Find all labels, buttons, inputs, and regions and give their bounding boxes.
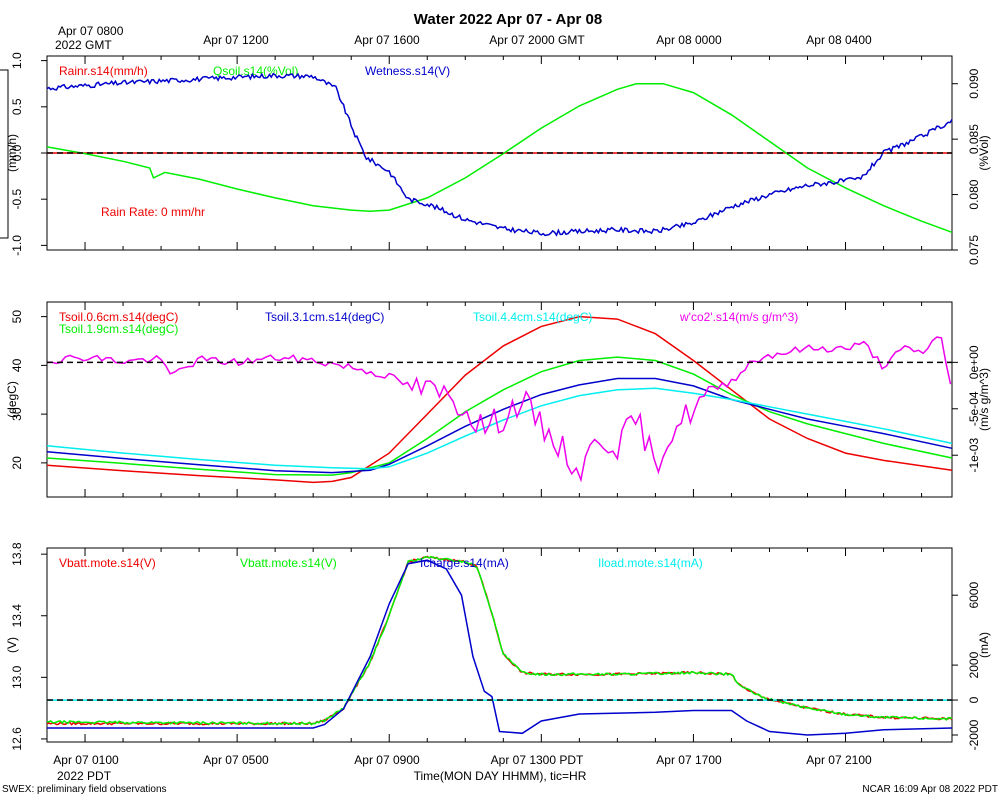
y-axis-title-right: (m/s g/m^3) [977, 368, 991, 431]
bottom-axis-label: Apr 07 0900 [354, 753, 420, 767]
series-line-green [46, 555, 953, 726]
battery-panel: 13.8 13.4 13.0 12.6 6000 2000 0 -2000 (V) (mA) Vba… [5, 542, 991, 750]
series-line-blue [47, 559, 953, 736]
legend-entry: Qsoil.s14(%Vol) [213, 64, 298, 78]
series-line-green [46, 356, 953, 476]
bottom-axis-label: Apr 07 1700 [656, 753, 722, 767]
top-axis-first-label: Apr 07 0800 [58, 24, 124, 38]
y-tick-label-right: 0.085 [967, 124, 981, 154]
x-axis-title: Time(MON DAY HHMM), tic=HR [414, 769, 587, 783]
legend-entry: Iload.mote.s14(mA) [598, 556, 703, 570]
y-tick-label-left: 30 [10, 407, 24, 421]
top-axis-first-year: 2022 GMT [55, 38, 112, 52]
y-axis-title-left: (mm/h) [5, 134, 19, 172]
y-axis-title-left: (degC) [5, 381, 19, 418]
top-axis-label: Apr 07 1200 [203, 33, 269, 47]
series-line-magenta [46, 336, 952, 483]
top-axis-label: Apr 08 0400 [806, 33, 872, 47]
legend-entry: Rainr.s14(mm/h) [59, 64, 148, 78]
y-tick-label-left: 13.8 [10, 542, 24, 566]
top-axis-label: Apr 07 2000 GMT [489, 33, 585, 47]
y-tick-label-right: 0.090 [967, 68, 981, 98]
series-line-green [46, 82, 953, 234]
y-tick-label-right: 0.080 [967, 179, 981, 209]
y-tick-label-right: 0.075 [967, 235, 981, 265]
top-axis-label: Apr 08 0000 [656, 33, 722, 47]
y-tick-label-right: -5e-04 [967, 391, 981, 426]
y-tick-label-left: 40 [10, 358, 24, 372]
bottom-axis-label: Apr 07 1300 PDT [491, 753, 584, 767]
y-axis-title-right: (%Vol) [977, 135, 991, 170]
bottom-axis-label: Apr 07 0100 [53, 753, 119, 767]
plot-frame [46, 547, 953, 743]
legend-bracket [0, 69, 9, 239]
plot-frame [46, 301, 953, 498]
y-tick-label-left: 20 [10, 456, 24, 470]
bottom-axis-label: Apr 07 2100 [806, 753, 872, 767]
series-line-red [46, 315, 953, 484]
y-tick-label-left: 0.0 [10, 144, 24, 161]
water-panel: 1.0 0.5 0.0 -0.5 -1.0 0.090 0.085 0.080 0.075 (mm… [5, 52, 991, 265]
y-tick-label-left: -1.0 [10, 235, 24, 256]
top-axis-label: Apr 07 1600 [354, 33, 420, 47]
y-tick-label-right: 0 [967, 696, 981, 703]
legend-entry: Vbatt.mote.s14(V) [59, 556, 156, 570]
series-line-blue [46, 72, 953, 237]
y-tick-label-left: 13.0 [10, 665, 24, 689]
legend-entry: Tsoil.3.1cm.s14(degC) [265, 310, 384, 324]
y-tick-label-right: -2000 [967, 719, 981, 750]
y-tick-label-right: 2000 [967, 651, 981, 678]
y-tick-label-right: -1e-03 [967, 438, 981, 473]
y-axis-title-right: (mA) [977, 632, 991, 658]
legend-entry: Icharge.s14(mA) [420, 556, 509, 570]
bottom-axis-label: Apr 07 0500 [203, 753, 269, 767]
rain-rate-annotation: Rain Rate: 0 mm/hr [101, 205, 205, 219]
y-tick-label-left: 50 [10, 310, 24, 324]
y-tick-label-left: -0.5 [10, 189, 24, 210]
legend-entry: Vbatt.mote.s14(V) [240, 556, 337, 570]
y-tick-label-left: 12.6 [10, 727, 24, 751]
series-line-blue [46, 377, 953, 474]
bottom-axis-year: 2022 PDT [57, 769, 112, 783]
y-tick-label-right: 0e+00 [967, 345, 981, 379]
legend-entry: Tsoil.4.4cm.s14(degC) [473, 310, 592, 324]
footer-left: SWEX: preliminary field observations [2, 784, 167, 795]
legend-entry: Wetness.s14(V) [365, 64, 450, 78]
legend-entry: Tsoil.0.6cm.s14(degC) [59, 310, 178, 324]
y-tick-label-left: 13.4 [10, 604, 24, 628]
legend-entry: w'co2'.s14(m/s g/m^3) [679, 310, 798, 324]
legend-entry: Tsoil.1.9cm.s14(degC) [59, 322, 178, 336]
series-line-cyan [46, 387, 953, 470]
y-tick-label-left: 0.5 [10, 98, 24, 115]
soil-temperature-panel: 50 40 30 20 0e+00 -5e-04 -1e-03 (degC) (m/s g/m^… [5, 301, 991, 498]
chart-title: Water 2022 Apr 07 - Apr 08 [414, 11, 602, 28]
y-axis-title-left: (V) [5, 637, 19, 653]
y-tick-label-right: 6000 [967, 582, 981, 609]
footer-right: NCAR 16:09 Apr 08 2022 PDT [862, 784, 998, 795]
y-tick-label-left: 1.0 [10, 52, 24, 69]
